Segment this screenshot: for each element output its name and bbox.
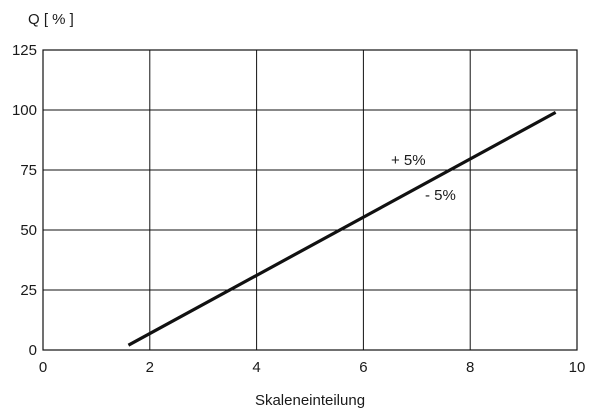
x-axis-label: Skaleneinteilung xyxy=(255,392,365,409)
series-layer xyxy=(127,110,557,347)
series-line-0 xyxy=(127,110,557,347)
y-tick-label-125: 125 xyxy=(12,42,37,59)
y-tick-label-50: 50 xyxy=(20,222,37,239)
y-tick-label-100: 100 xyxy=(12,102,37,119)
chart-grid xyxy=(42,49,578,351)
x-tick-label-8: 8 xyxy=(466,359,474,376)
plot-border xyxy=(42,49,578,351)
annotation-plus: + 5% xyxy=(391,152,426,169)
x-tick-label-0: 0 xyxy=(39,359,47,376)
x-tick-label-10: 10 xyxy=(569,359,586,376)
annotation-minus: - 5% xyxy=(425,187,456,204)
y-tick-label-0: 0 xyxy=(29,342,37,359)
y-tick-label-25: 25 xyxy=(20,282,37,299)
x-tick-label-2: 2 xyxy=(146,359,154,376)
y-axis-label: Q [ % ] xyxy=(28,11,74,28)
y-tick-label-75: 75 xyxy=(20,162,37,179)
x-tick-label-6: 6 xyxy=(359,359,367,376)
x-tick-label-4: 4 xyxy=(252,359,260,376)
